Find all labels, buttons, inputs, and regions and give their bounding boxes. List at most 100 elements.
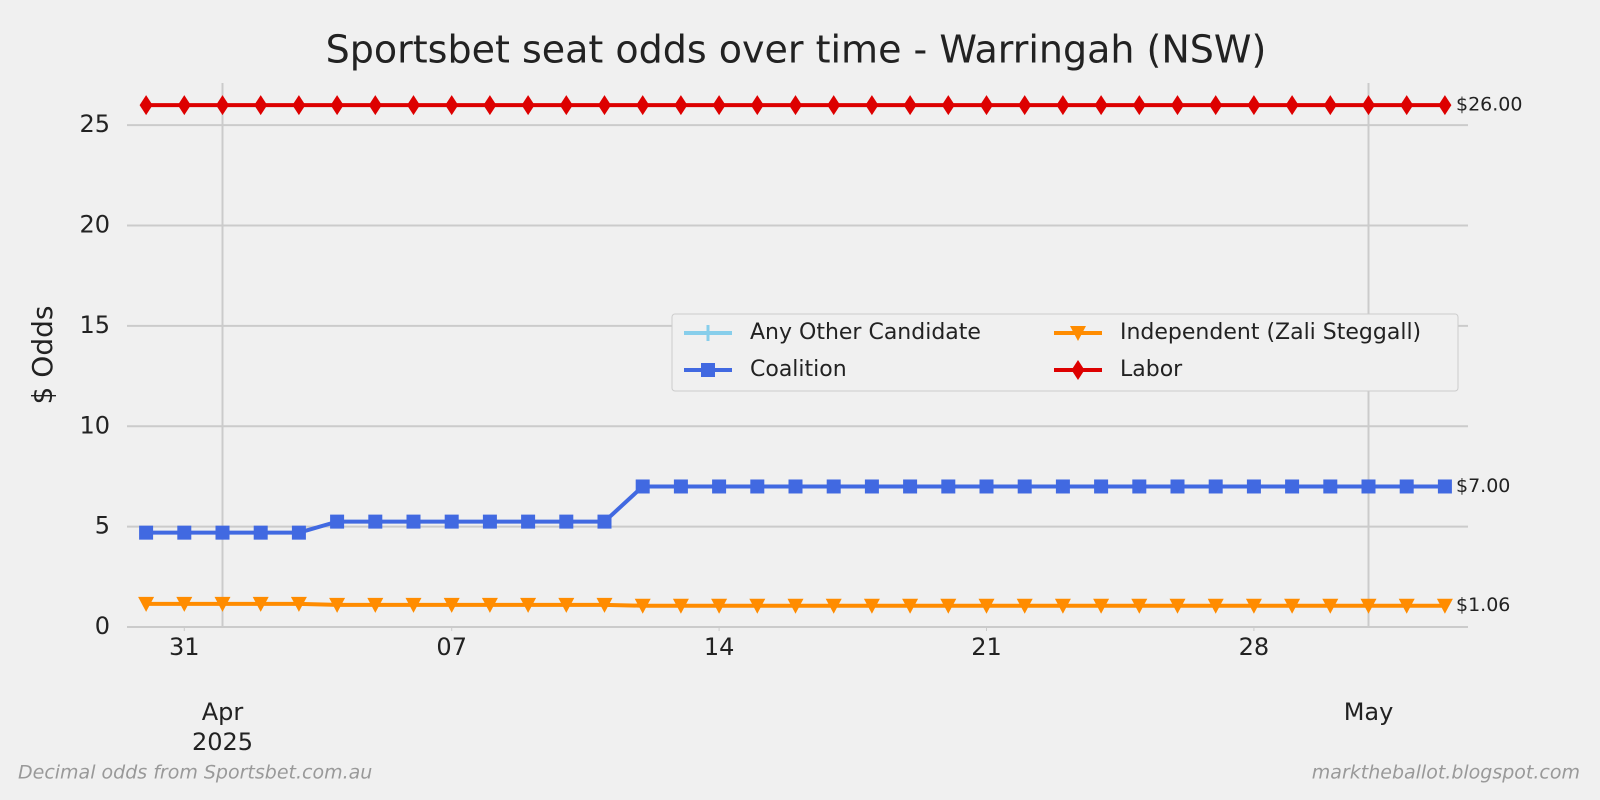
legend-label: Coalition xyxy=(750,357,847,382)
y-tick-label: 25 xyxy=(79,110,110,138)
marker xyxy=(1207,598,1224,614)
marker xyxy=(827,95,841,116)
marker xyxy=(521,95,535,116)
marker xyxy=(1094,479,1109,494)
marker xyxy=(1132,95,1146,116)
marker xyxy=(139,525,154,540)
marker xyxy=(367,597,384,613)
y-tick-label: 20 xyxy=(79,211,110,239)
marker xyxy=(700,325,716,341)
marker xyxy=(903,479,918,494)
marker xyxy=(253,525,268,540)
marker xyxy=(596,597,613,613)
marker xyxy=(978,598,995,614)
marker xyxy=(711,598,728,614)
marker xyxy=(139,95,153,116)
marker xyxy=(1398,598,1415,614)
marker xyxy=(1018,95,1032,116)
marker xyxy=(407,95,420,116)
marker xyxy=(177,95,191,116)
marker xyxy=(712,479,727,494)
marker xyxy=(481,597,498,613)
marker xyxy=(1094,95,1108,116)
marker xyxy=(903,95,917,116)
marker xyxy=(254,95,268,116)
x-major-tick-label: Apr 2025 xyxy=(192,698,253,756)
x-tick-label: 21 xyxy=(971,633,1002,661)
marker xyxy=(559,514,574,529)
marker xyxy=(291,525,306,540)
marker xyxy=(749,598,766,614)
chart-title: Sportsbet seat odds over time - Warringa… xyxy=(326,28,1267,72)
marker xyxy=(750,95,764,116)
y-tick-label: 5 xyxy=(95,512,110,540)
marker xyxy=(1055,479,1070,494)
marker xyxy=(1093,598,1110,614)
marker xyxy=(979,479,994,494)
marker xyxy=(1361,479,1376,494)
x-tick-label: 28 xyxy=(1239,633,1270,661)
end-label: $7.00 xyxy=(1456,475,1510,497)
marker xyxy=(636,95,650,116)
marker xyxy=(865,95,879,116)
end-label: $1.06 xyxy=(1456,594,1510,616)
marker xyxy=(673,479,688,494)
marker xyxy=(788,479,803,494)
x-major-tick-label: May xyxy=(1344,698,1394,726)
marker xyxy=(1056,95,1070,116)
x-tick-label: 31 xyxy=(169,633,200,661)
marker xyxy=(558,597,575,613)
marker xyxy=(863,598,880,614)
marker xyxy=(292,95,306,116)
marker xyxy=(443,597,460,613)
marker xyxy=(368,95,382,116)
marker xyxy=(701,363,715,377)
marker xyxy=(520,597,537,613)
marker xyxy=(1399,479,1414,494)
marker xyxy=(1017,479,1032,494)
marker xyxy=(1400,95,1414,116)
marker xyxy=(368,514,383,529)
marker xyxy=(1284,598,1301,614)
marker xyxy=(1131,598,1148,614)
marker xyxy=(214,596,231,612)
marker xyxy=(252,596,269,612)
marker xyxy=(445,95,459,116)
x-tick-label: 14 xyxy=(704,633,735,661)
marker xyxy=(138,596,155,612)
marker xyxy=(1362,95,1375,116)
marker xyxy=(980,95,993,116)
marker xyxy=(1208,479,1223,494)
marker xyxy=(1169,598,1186,614)
marker xyxy=(1246,479,1261,494)
marker xyxy=(444,514,459,529)
marker xyxy=(1323,479,1338,494)
marker xyxy=(1170,479,1185,494)
marker xyxy=(825,598,842,614)
marker xyxy=(1016,598,1033,614)
y-tick-label: 15 xyxy=(79,311,110,339)
marker xyxy=(597,514,612,529)
x-tick-label: 07 xyxy=(436,633,467,661)
marker xyxy=(1436,598,1453,614)
marker xyxy=(215,525,230,540)
marker xyxy=(1209,95,1223,116)
marker xyxy=(177,525,192,540)
marker xyxy=(1247,95,1261,116)
marker xyxy=(483,95,497,116)
marker xyxy=(406,514,421,529)
marker xyxy=(789,95,802,116)
marker xyxy=(672,598,689,614)
marker xyxy=(1285,95,1299,116)
marker xyxy=(634,598,651,614)
marker xyxy=(1070,326,1086,341)
legend-label: Any Other Candidate xyxy=(750,320,981,345)
marker xyxy=(1322,598,1339,614)
marker xyxy=(635,479,650,494)
legend: Any Other Candidate Coalition Independent … xyxy=(671,313,1459,392)
footer-left: Decimal odds from Sportsbet.com.au xyxy=(18,762,372,784)
marker xyxy=(559,95,573,116)
